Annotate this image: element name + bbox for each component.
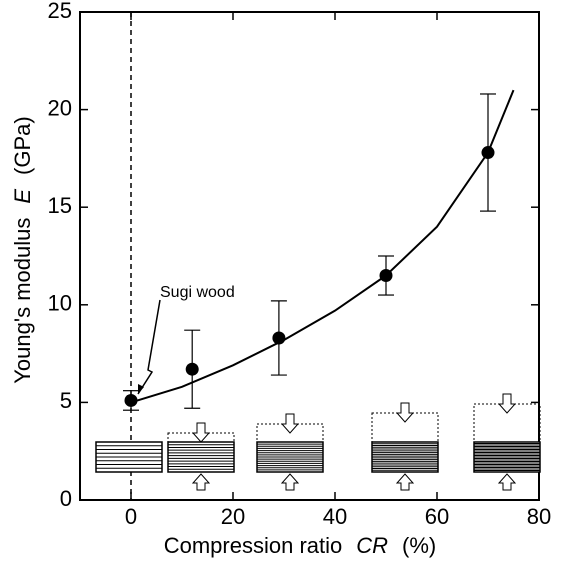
press-arrow [280,413,300,434]
y-label-text: Young's modulus [10,218,35,384]
press-arrow [395,473,415,491]
x-tick-label: 20 [221,504,245,529]
x-label-text: Compression ratio [164,533,343,558]
x-tick-label: 60 [425,504,449,529]
press-arrow [497,393,517,414]
y-tick-label: 10 [48,291,72,316]
data-point [481,146,495,160]
x-tick-label: 0 [125,504,137,529]
y-tick-label: 20 [48,95,72,120]
x-tick-label: 80 [527,504,551,529]
press-arrow [191,473,211,491]
y-label-unit: (GPa) [10,116,35,175]
y-axis-label: Young's modulus E (GPa) [10,116,35,383]
y-label-symbol: E [10,189,35,204]
press-arrow [191,422,211,443]
annotation-arrowhead [138,384,144,394]
data-point [185,362,199,376]
data-point [379,269,393,283]
press-arrow [280,473,300,491]
x-label-symbol: CR [356,533,388,558]
data-point [124,393,138,407]
y-tick-label: 0 [60,486,72,511]
x-label-unit: (%) [402,533,436,558]
annotation-arrow [137,299,161,395]
wood-block [371,441,439,473]
y-tick-label: 25 [48,0,72,23]
data-point [272,331,286,345]
y-tick-label: 5 [60,388,72,413]
annotation: Sugi wood [160,284,235,301]
fit-curve [130,89,515,404]
press-arrow [497,473,517,491]
x-tick-label: 40 [323,504,347,529]
wood-block [167,441,235,473]
press-arrow [395,402,415,423]
y-tick-label: 15 [48,193,72,218]
x-axis-label: Compression ratio CR (%) [164,533,437,558]
plot-frame [79,11,540,501]
